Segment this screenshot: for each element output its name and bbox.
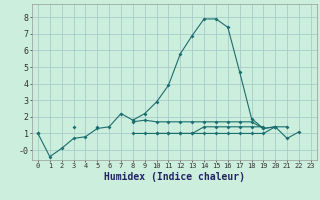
X-axis label: Humidex (Indice chaleur): Humidex (Indice chaleur) — [104, 172, 245, 182]
